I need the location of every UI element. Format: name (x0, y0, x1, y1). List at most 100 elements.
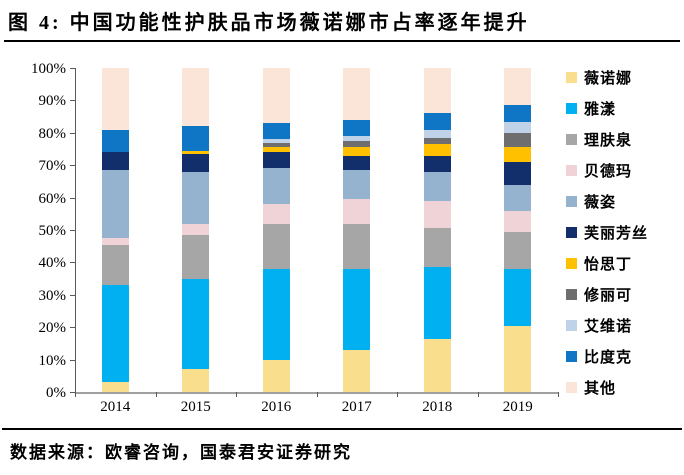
x-tick (236, 392, 237, 397)
y-tick (70, 68, 75, 69)
bar-segment-怡思丁 (504, 147, 532, 163)
bar-segment-理肤泉 (182, 234, 210, 279)
bar-segment-比度克 (101, 129, 129, 153)
legend-swatch (566, 350, 577, 362)
bar-segment-理肤泉 (423, 228, 451, 268)
bar-segment-其他 (343, 68, 371, 120)
y-axis-label: 60% (38, 190, 67, 207)
y-tick (70, 197, 75, 199)
bar-segment-贝德玛 (262, 204, 290, 224)
legend-swatch (566, 319, 577, 331)
bar-segment-薇姿 (423, 171, 451, 201)
y-axis-label: 70% (38, 158, 67, 175)
legend-label: 理肤泉 (584, 132, 633, 149)
bar-segment-比度克 (262, 123, 290, 140)
footer-divider (2, 428, 682, 430)
bar-segment-怡思丁 (343, 147, 371, 156)
bar-segment-薇姿 (262, 168, 290, 205)
legend-item-贝德玛: 贝德玛 (566, 160, 648, 180)
legend-item-比度克: 比度克 (566, 346, 648, 366)
chart-legend: 薇诺娜雅漾理肤泉贝德玛薇姿芙丽芳丝怡思丁修丽可艾维诺比度克其他 (566, 67, 648, 397)
legend-swatch (566, 133, 577, 145)
legend-label: 艾维诺 (584, 318, 633, 335)
bar-segment-修丽可 (262, 142, 290, 148)
y-tick (70, 359, 75, 361)
legend-swatch (566, 164, 577, 176)
legend-item-其他: 其他 (566, 377, 648, 397)
x-tick (75, 392, 76, 397)
legend-swatch (566, 102, 577, 114)
bar-segment-芙丽芳丝 (101, 152, 129, 171)
y-axis-label: 20% (38, 320, 67, 337)
y-tick (70, 165, 75, 167)
bar-segment-修丽可 (423, 137, 451, 145)
legend-item-薇姿: 薇姿 (566, 191, 648, 211)
y-tick (70, 100, 75, 102)
bar-segment-修丽可 (504, 132, 532, 148)
bar-segment-理肤泉 (504, 231, 532, 269)
bar-segment-贝德玛 (101, 238, 129, 245)
bar-segment-雅漾 (343, 268, 371, 350)
x-tick (316, 392, 318, 397)
y-tick (70, 327, 75, 329)
bar-segment-芙丽芳丝 (343, 155, 371, 171)
bar-segment-薇诺娜 (182, 369, 210, 392)
bar-segment-怡思丁 (182, 150, 210, 154)
bar-column-2016 (262, 68, 290, 392)
y-axis-label: 0% (46, 385, 66, 401)
bar-segment-比度克 (423, 113, 451, 130)
legend-label: 修丽可 (584, 287, 633, 304)
bar-segment-其他 (182, 68, 210, 127)
legend-label: 贝德玛 (584, 163, 633, 180)
legend-swatch (566, 195, 577, 207)
bar-segment-贝德玛 (182, 223, 210, 235)
x-axis-label: 2017 (341, 399, 372, 415)
bar-segment-薇诺娜 (343, 349, 371, 392)
bar-segment-比度克 (182, 126, 210, 151)
bar-segment-比度克 (504, 105, 532, 122)
bar-segment-艾维诺 (262, 139, 290, 143)
legend-label: 薇诺娜 (584, 70, 633, 87)
bar-segment-理肤泉 (343, 223, 371, 269)
legend-swatch (566, 288, 577, 300)
legend-item-理肤泉: 理肤泉 (566, 129, 648, 149)
bar-segment-其他 (262, 68, 290, 124)
bar-column-2019 (504, 68, 532, 392)
data-source-note: 数据来源：欧睿咨询，国泰君安证券研究 (10, 443, 352, 462)
legend-label: 薇姿 (584, 194, 617, 211)
legend-item-艾维诺: 艾维诺 (566, 315, 648, 335)
x-axis-label: 2016 (261, 399, 292, 415)
bar-segment-修丽可 (343, 140, 371, 148)
bar-segment-芙丽芳丝 (182, 153, 210, 172)
bar-segment-雅漾 (423, 267, 451, 339)
x-axis-label: 2015 (180, 399, 211, 415)
bar-column-2014 (101, 68, 129, 392)
legend-swatch (566, 381, 577, 393)
bar-segment-薇诺娜 (101, 382, 129, 392)
legend-swatch (566, 71, 577, 83)
bar-segment-薇诺娜 (504, 325, 532, 392)
x-tick (558, 392, 559, 397)
x-axis-label: 2018 (422, 399, 453, 415)
bar-segment-薇诺娜 (262, 359, 290, 392)
legend-label: 怡思丁 (584, 256, 633, 273)
y-axis-label: 30% (38, 287, 67, 304)
bar-segment-雅漾 (101, 285, 129, 383)
bar-column-2018 (423, 68, 451, 392)
y-axis-label: 90% (38, 93, 67, 110)
bar-segment-其他 (504, 68, 532, 106)
bar-segment-薇姿 (343, 170, 371, 200)
bar-segment-贝德玛 (343, 199, 371, 224)
y-axis-label: 10% (38, 352, 67, 369)
legend-item-芙丽芳丝: 芙丽芳丝 (566, 222, 648, 242)
bar-segment-芙丽芳丝 (504, 162, 532, 185)
legend-item-怡思丁: 怡思丁 (566, 253, 648, 273)
x-axis-label: 2019 (502, 399, 533, 415)
y-axis-label: 50% (38, 223, 67, 239)
bar-segment-比度克 (343, 119, 371, 137)
legend-label: 雅漾 (584, 101, 617, 118)
y-tick (70, 262, 75, 264)
legend-label: 其他 (584, 380, 617, 397)
bar-segment-薇姿 (101, 170, 129, 239)
y-tick (70, 392, 75, 393)
